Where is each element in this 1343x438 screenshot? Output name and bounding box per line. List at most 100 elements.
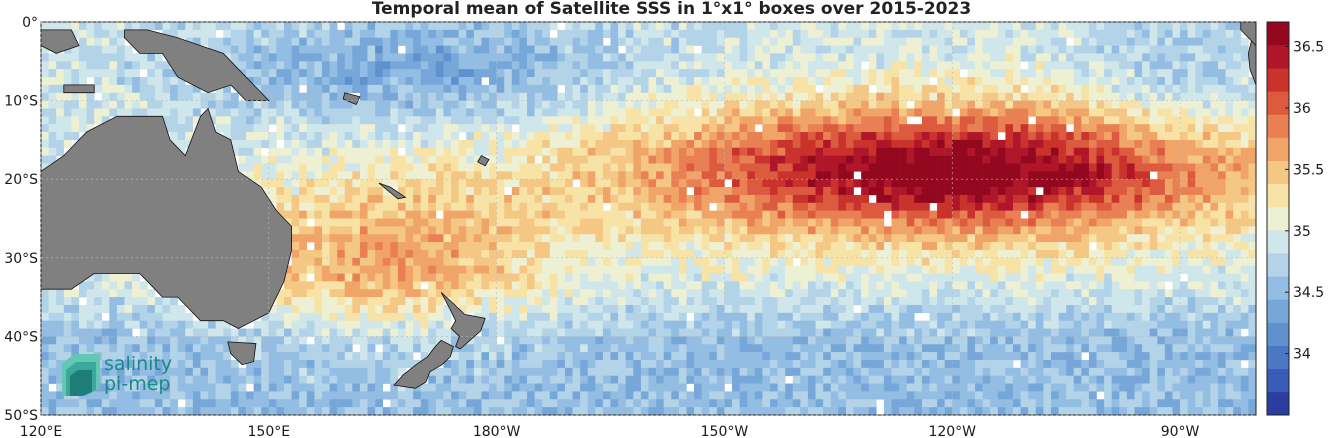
sss-cell bbox=[785, 155, 794, 164]
sss-cell bbox=[375, 375, 384, 384]
sss-cell bbox=[200, 359, 209, 369]
sss-cell bbox=[321, 344, 330, 353]
sss-cell bbox=[519, 77, 528, 86]
sss-cell bbox=[527, 297, 535, 306]
sss-cell bbox=[299, 399, 308, 408]
sss-cell bbox=[777, 249, 786, 259]
sss-cell bbox=[382, 273, 391, 282]
sss-cell bbox=[610, 383, 619, 392]
sss-cell bbox=[109, 367, 118, 376]
sss-cell bbox=[473, 281, 482, 290]
sss-cell bbox=[724, 45, 733, 54]
sss-cell bbox=[633, 22, 642, 31]
sss-cell bbox=[511, 147, 520, 156]
sss-cell bbox=[876, 375, 885, 384]
sss-cell bbox=[496, 61, 505, 70]
sss-cell bbox=[891, 37, 900, 46]
sss-cell bbox=[724, 218, 733, 227]
sss-cell bbox=[800, 132, 809, 141]
sss-cell bbox=[420, 132, 429, 141]
sss-cell bbox=[428, 234, 437, 243]
sss-cell bbox=[656, 328, 664, 337]
sss-cell bbox=[246, 147, 254, 156]
sss-cell bbox=[792, 210, 801, 219]
sss-cell bbox=[306, 84, 315, 94]
sss-cell bbox=[48, 69, 57, 78]
sss-cell bbox=[618, 375, 627, 384]
sss-cell bbox=[549, 77, 558, 86]
sss-cell bbox=[724, 391, 733, 400]
sss-cell bbox=[845, 312, 854, 321]
sss-cell bbox=[261, 132, 270, 141]
sss-cell bbox=[306, 69, 315, 78]
sss-cell bbox=[701, 77, 710, 86]
sss-cell bbox=[208, 320, 216, 329]
sss-cell bbox=[906, 179, 915, 188]
sss-cell bbox=[405, 22, 414, 31]
sss-cell bbox=[891, 100, 900, 109]
sss-cell bbox=[648, 367, 657, 376]
sss-cell bbox=[899, 297, 907, 306]
sss-cell bbox=[739, 304, 748, 314]
sss-cell bbox=[170, 383, 178, 392]
sss-cell bbox=[572, 281, 581, 290]
sss-cell bbox=[94, 45, 103, 54]
sss-cell bbox=[883, 100, 892, 109]
sss-cell bbox=[648, 194, 657, 204]
sss-cell bbox=[496, 328, 505, 337]
sss-cell bbox=[656, 29, 664, 39]
sss-cell bbox=[815, 226, 824, 235]
sss-cell bbox=[466, 210, 475, 219]
sss-cell bbox=[830, 139, 839, 149]
sss-cell bbox=[663, 249, 672, 259]
sss-cell bbox=[367, 297, 376, 306]
sss-cell bbox=[496, 297, 505, 306]
sss-cell bbox=[375, 37, 384, 46]
sss-cell bbox=[101, 352, 110, 361]
sss-cell bbox=[671, 375, 680, 384]
sss-cell bbox=[876, 45, 885, 54]
sss-cell bbox=[48, 375, 57, 384]
sss-cell bbox=[496, 92, 505, 101]
sss-cell bbox=[732, 273, 740, 282]
sss-cell bbox=[557, 61, 566, 70]
sss-cell bbox=[466, 391, 475, 400]
sss-cell bbox=[367, 367, 376, 376]
sss-cell bbox=[139, 336, 148, 345]
sss-cell bbox=[921, 53, 930, 62]
sss-cell bbox=[458, 100, 467, 109]
sss-cell bbox=[504, 202, 513, 211]
sss-cell bbox=[701, 297, 710, 306]
sss-cell bbox=[678, 147, 687, 156]
sss-cell bbox=[853, 359, 862, 369]
sss-cell bbox=[390, 69, 399, 78]
sss-cell bbox=[359, 304, 368, 314]
sss-cell bbox=[428, 29, 437, 39]
sss-cell bbox=[747, 124, 756, 133]
salinity-grid bbox=[41, 22, 1257, 416]
sss-cell bbox=[549, 383, 558, 392]
sss-cell bbox=[770, 187, 778, 196]
sss-cell bbox=[785, 281, 794, 290]
sss-cell bbox=[564, 116, 573, 125]
sss-cell bbox=[390, 359, 399, 369]
sss-cell bbox=[511, 407, 520, 416]
sss-cell bbox=[648, 391, 657, 400]
sss-cell bbox=[739, 344, 748, 353]
sss-cell bbox=[405, 37, 414, 46]
sss-cell bbox=[473, 202, 482, 211]
sss-cell bbox=[405, 69, 414, 78]
sss-cell bbox=[564, 336, 573, 345]
sss-cell bbox=[716, 22, 725, 31]
sss-cell bbox=[321, 391, 330, 400]
sss-cell bbox=[481, 147, 490, 156]
sss-cell bbox=[496, 77, 505, 86]
sss-cell bbox=[800, 179, 809, 188]
sss-cell bbox=[56, 22, 65, 31]
sss-cell bbox=[109, 328, 118, 337]
sss-cell bbox=[56, 108, 65, 117]
sss-cell bbox=[800, 22, 809, 31]
sss-cell bbox=[154, 312, 163, 321]
sss-cell bbox=[838, 124, 847, 133]
sss-cell bbox=[390, 242, 399, 251]
